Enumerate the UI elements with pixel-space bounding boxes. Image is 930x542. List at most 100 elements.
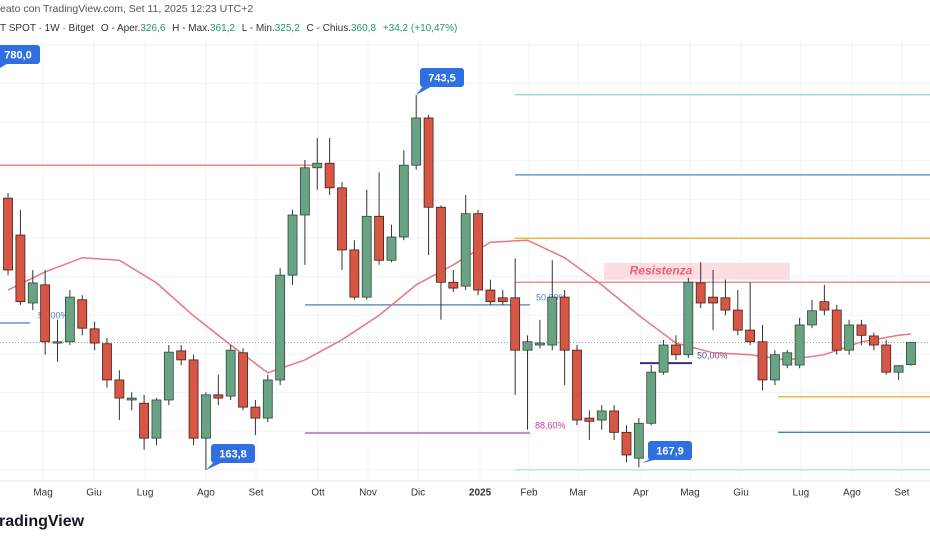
candle-body bbox=[596, 410, 607, 421]
candle-body bbox=[844, 324, 855, 351]
resistance-zone bbox=[604, 262, 790, 280]
ohlc-change: +34,2 (+10,47%) bbox=[383, 23, 458, 34]
candle-body bbox=[361, 215, 372, 298]
candle-body bbox=[374, 215, 384, 261]
header-ohlc: T SPOT · 1W · Bitget O - Aper.326,6 H - … bbox=[0, 23, 457, 34]
symbol: T SPOT · 1W · Bitget bbox=[0, 23, 94, 34]
candle-body bbox=[337, 187, 347, 251]
x-tick-label: Set bbox=[894, 488, 909, 499]
x-tick-label: Giu bbox=[733, 488, 749, 499]
candle-body bbox=[534, 342, 545, 346]
candle-body bbox=[238, 352, 248, 408]
candle-body bbox=[708, 296, 718, 304]
candle-body bbox=[473, 213, 483, 291]
candle-body bbox=[27, 282, 38, 304]
candle-body bbox=[621, 431, 632, 456]
x-tick-label: Lug bbox=[793, 488, 810, 499]
candle-body bbox=[411, 117, 422, 166]
candle-body bbox=[584, 417, 595, 422]
callout-box bbox=[211, 444, 255, 463]
candle-body bbox=[275, 274, 286, 381]
x-tick-label: Apr bbox=[633, 488, 649, 499]
callout-label: 163,8 bbox=[219, 448, 247, 460]
candle-body bbox=[757, 341, 768, 381]
candle-body bbox=[126, 397, 137, 401]
candle-body bbox=[497, 297, 508, 303]
callout-box bbox=[648, 441, 692, 460]
candle-body bbox=[188, 359, 199, 439]
x-tick-label: Mag bbox=[680, 488, 699, 499]
candle-body bbox=[287, 214, 298, 276]
x-tick-label: Feb bbox=[520, 488, 538, 499]
candle-body bbox=[881, 344, 892, 373]
candle-body bbox=[683, 281, 694, 356]
x-tick-label: Mag bbox=[33, 488, 52, 499]
candle-body bbox=[312, 162, 323, 169]
candle-body bbox=[658, 344, 669, 373]
plot: Mag Giu Lug Ago Set Ott Nov Dic 2025 Feb Mar Apr Mag… bbox=[0, 40, 930, 499]
candle-body bbox=[139, 402, 149, 439]
candle-body bbox=[559, 296, 570, 351]
x-tick-label: Nov bbox=[359, 488, 377, 499]
candle-body bbox=[609, 410, 620, 433]
ohlc-value: 326,6 bbox=[140, 23, 165, 34]
candle-body bbox=[510, 297, 521, 351]
callout-pointer bbox=[206, 461, 225, 470]
ohlc-label: C - Chius. bbox=[307, 23, 351, 34]
ohlc-value: 361,2 bbox=[210, 23, 235, 34]
candle-body bbox=[213, 394, 224, 399]
candle-body bbox=[64, 296, 75, 343]
callout-pointer bbox=[416, 85, 434, 95]
candle-body bbox=[868, 335, 879, 346]
ohlc-label: L - Min. bbox=[242, 23, 275, 34]
candle-body bbox=[448, 281, 459, 289]
x-tick-label: Lug bbox=[137, 488, 154, 499]
candle-body bbox=[15, 234, 26, 303]
candle-body bbox=[819, 301, 830, 311]
candle-body bbox=[151, 399, 162, 439]
callout-box bbox=[0, 45, 40, 64]
x-tick-label: Ago bbox=[197, 488, 215, 499]
candle-body bbox=[52, 341, 63, 344]
callout-box bbox=[420, 68, 464, 87]
candle-body bbox=[176, 350, 187, 361]
candle-body bbox=[398, 164, 409, 238]
x-tick-label: 2025 bbox=[469, 488, 492, 499]
fib-label: 50,00% bbox=[38, 310, 69, 320]
x-tick-label: Mar bbox=[569, 488, 587, 499]
candle-body bbox=[163, 351, 174, 401]
callout-label: 167,9 bbox=[656, 445, 684, 457]
candle-body bbox=[794, 324, 805, 366]
header-source: eato con TradingView.com, Set 11, 2025 1… bbox=[0, 3, 253, 15]
candle-body bbox=[349, 249, 360, 298]
price-callout: 743,5 bbox=[416, 68, 464, 95]
candle-body bbox=[831, 309, 842, 351]
candle-body bbox=[225, 349, 236, 397]
candle-body bbox=[695, 282, 706, 304]
candle-body bbox=[807, 310, 817, 326]
callout-label: 743,5 bbox=[428, 72, 456, 84]
x-tick-label: Set bbox=[249, 488, 264, 499]
candle-body bbox=[893, 365, 904, 373]
fib-label: 50,00% bbox=[697, 350, 728, 360]
candle-body bbox=[460, 213, 471, 287]
callout-label: 780,0 bbox=[4, 49, 32, 61]
candle-body bbox=[386, 236, 397, 261]
candle-body bbox=[732, 309, 743, 331]
candle-body bbox=[522, 341, 533, 351]
candle-body bbox=[40, 284, 51, 343]
x-tick-label: Giu bbox=[86, 488, 102, 499]
candle-body bbox=[906, 342, 916, 366]
candle-body bbox=[436, 206, 446, 283]
fib-label: 88,60% bbox=[535, 420, 566, 430]
price-callout: 163,8 bbox=[206, 444, 255, 470]
moving-average bbox=[7, 239, 912, 374]
price-callout: 167,9 bbox=[642, 441, 692, 463]
candle-body bbox=[646, 371, 657, 424]
candle-body bbox=[856, 324, 867, 336]
candle-body bbox=[782, 352, 793, 366]
candle-body bbox=[572, 349, 582, 421]
candle-body bbox=[299, 167, 310, 216]
candle-body bbox=[201, 394, 211, 439]
